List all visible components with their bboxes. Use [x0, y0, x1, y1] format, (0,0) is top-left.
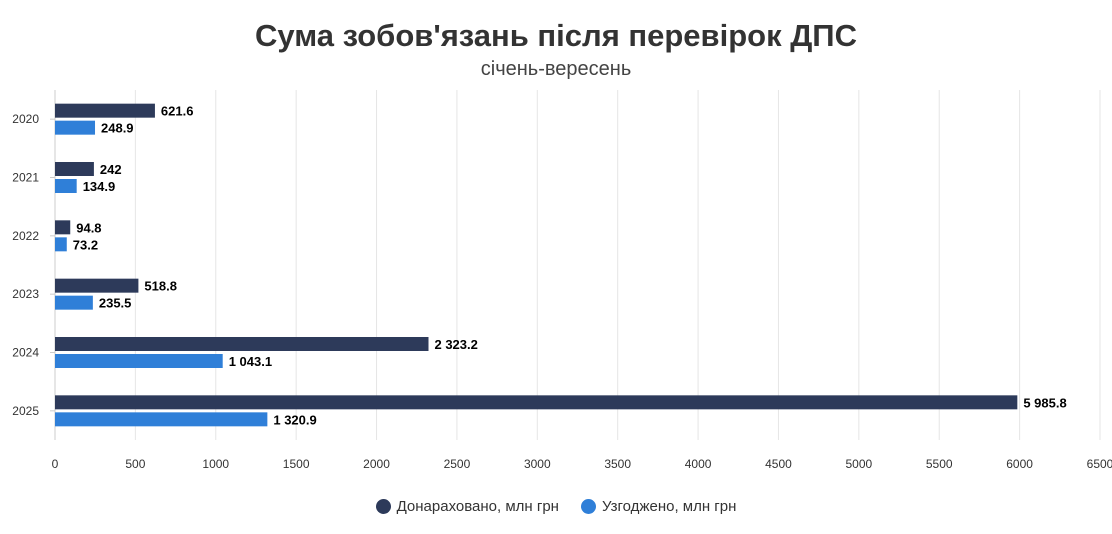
bar-2022-series-2 [55, 237, 67, 252]
data-label-2024-series-2: 1 043.1 [229, 354, 272, 369]
bar-2025-series-1 [55, 395, 1018, 410]
legend-marker-series-2 [580, 499, 596, 514]
y-tick-label: 2025 [12, 404, 39, 418]
chart-subtitle: січень-вересень [480, 58, 632, 80]
legend: Донараховано, млн грн Узгоджено, млн грн [0, 498, 1112, 515]
x-tick-label: 1000 [202, 457, 229, 471]
x-tick-label: 4500 [765, 457, 792, 471]
data-label-2022-series-2: 73.2 [73, 237, 98, 252]
data-label-2021-series-2: 134.9 [83, 179, 116, 194]
data-label-2025-series-2: 1 320.9 [273, 412, 316, 427]
bar-2023-series-1 [55, 278, 139, 293]
y-tick-label: 2020 [12, 112, 39, 126]
x-tick-label: 5500 [926, 457, 953, 471]
bar-2024-series-2 [55, 354, 223, 368]
bar-2020-series-1 [55, 103, 155, 118]
bar-2021-series-1 [55, 162, 94, 176]
data-label-2022-series-1: 94.8 [76, 220, 101, 235]
x-tick-label: 3500 [604, 457, 631, 471]
x-tick-label: 0 [52, 457, 59, 471]
x-tick-label: 500 [125, 457, 145, 471]
legend-item-series-1[interactable]: Донараховано, млн грн [375, 498, 559, 515]
x-tick-label: 4000 [685, 457, 712, 471]
data-label-2020-series-1: 621.6 [161, 104, 194, 119]
data-label-2021-series-1: 242 [100, 162, 122, 177]
legend-label-series-1: Донараховано, млн грн [396, 498, 559, 515]
x-tick-label: 2500 [444, 457, 471, 471]
x-tick-label: 6500 [1087, 457, 1112, 471]
x-tick-label: 3000 [524, 457, 551, 471]
legend-label-series-2: Узгоджено, млн грн [601, 498, 737, 515]
bar-2024-series-1 [55, 337, 429, 351]
x-tick-label: 5000 [845, 457, 872, 471]
y-tick-label: 2023 [12, 287, 39, 301]
data-label-2025-series-1: 5 985.8 [1023, 395, 1066, 410]
y-tick-label: 2024 [12, 346, 39, 360]
x-tick-label: 6000 [1006, 457, 1033, 471]
chart-title: Сума зобов'язань після перевірок ДПС [255, 18, 857, 53]
legend-item-series-2[interactable]: Узгоджено, млн грн [580, 498, 737, 515]
data-label-2024-series-1: 2 323.2 [434, 337, 477, 352]
bar-2022-series-1 [55, 220, 71, 235]
bar-2021-series-2 [55, 179, 77, 193]
legend-marker-series-1 [375, 499, 391, 514]
bar-2020-series-2 [55, 120, 96, 135]
data-label-2020-series-2: 248.9 [101, 121, 134, 136]
bar-2025-series-2 [55, 412, 268, 427]
x-tick-label: 2000 [363, 457, 390, 471]
data-label-2023-series-1: 518.8 [144, 279, 177, 294]
y-tick-label: 2021 [12, 171, 39, 185]
data-label-2023-series-2: 235.5 [99, 296, 132, 311]
bar-2023-series-2 [55, 295, 93, 310]
x-tick-label: 1500 [283, 457, 310, 471]
y-tick-label: 2022 [12, 229, 39, 243]
